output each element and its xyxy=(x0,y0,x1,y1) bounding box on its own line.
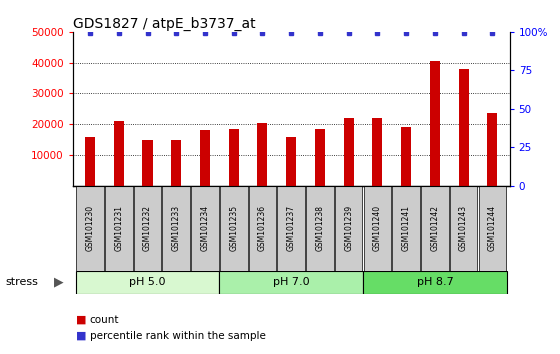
FancyBboxPatch shape xyxy=(249,186,276,271)
Text: GSM101231: GSM101231 xyxy=(114,205,123,251)
Text: ■: ■ xyxy=(76,331,86,341)
FancyBboxPatch shape xyxy=(450,186,478,271)
Text: GDS1827 / atpE_b3737_at: GDS1827 / atpE_b3737_at xyxy=(73,17,255,31)
Bar xyxy=(459,69,469,186)
Bar xyxy=(372,118,382,186)
FancyBboxPatch shape xyxy=(363,271,507,294)
Text: pH 5.0: pH 5.0 xyxy=(129,277,166,287)
FancyBboxPatch shape xyxy=(421,186,449,271)
Text: GSM101236: GSM101236 xyxy=(258,205,267,251)
Bar xyxy=(487,114,497,186)
Bar xyxy=(258,123,268,186)
FancyBboxPatch shape xyxy=(134,186,161,271)
Text: GSM101244: GSM101244 xyxy=(488,205,497,251)
FancyBboxPatch shape xyxy=(393,186,420,271)
Text: count: count xyxy=(90,315,119,325)
FancyBboxPatch shape xyxy=(220,271,363,294)
FancyBboxPatch shape xyxy=(277,186,305,271)
Bar xyxy=(430,61,440,186)
FancyBboxPatch shape xyxy=(76,271,220,294)
Bar xyxy=(85,137,95,186)
Text: ■: ■ xyxy=(76,315,86,325)
Bar xyxy=(286,137,296,186)
FancyBboxPatch shape xyxy=(162,186,190,271)
Bar xyxy=(142,139,152,186)
Bar xyxy=(401,127,411,186)
FancyBboxPatch shape xyxy=(191,186,219,271)
Text: GSM101239: GSM101239 xyxy=(344,205,353,251)
Bar xyxy=(114,121,124,186)
Text: GSM101233: GSM101233 xyxy=(172,205,181,251)
Text: GSM101240: GSM101240 xyxy=(373,205,382,251)
Text: GSM101230: GSM101230 xyxy=(86,205,95,251)
Text: pH 7.0: pH 7.0 xyxy=(273,277,310,287)
Text: percentile rank within the sample: percentile rank within the sample xyxy=(90,331,265,341)
FancyBboxPatch shape xyxy=(479,186,506,271)
Text: GSM101234: GSM101234 xyxy=(200,205,209,251)
Bar xyxy=(200,130,210,186)
Text: stress: stress xyxy=(6,277,39,287)
FancyBboxPatch shape xyxy=(363,186,391,271)
Text: GSM101235: GSM101235 xyxy=(229,205,238,251)
Text: GSM101232: GSM101232 xyxy=(143,205,152,251)
Bar xyxy=(344,118,354,186)
Text: GSM101243: GSM101243 xyxy=(459,205,468,251)
Bar xyxy=(315,129,325,186)
Bar xyxy=(228,129,239,186)
Text: GSM101237: GSM101237 xyxy=(287,205,296,251)
Text: GSM101242: GSM101242 xyxy=(431,205,440,251)
Text: ▶: ▶ xyxy=(54,276,64,289)
Text: GSM101238: GSM101238 xyxy=(315,205,324,251)
FancyBboxPatch shape xyxy=(76,186,104,271)
Bar xyxy=(171,139,181,186)
FancyBboxPatch shape xyxy=(105,186,133,271)
FancyBboxPatch shape xyxy=(335,186,362,271)
Text: GSM101241: GSM101241 xyxy=(402,205,410,251)
Text: pH 8.7: pH 8.7 xyxy=(417,277,453,287)
FancyBboxPatch shape xyxy=(220,186,248,271)
FancyBboxPatch shape xyxy=(306,186,334,271)
